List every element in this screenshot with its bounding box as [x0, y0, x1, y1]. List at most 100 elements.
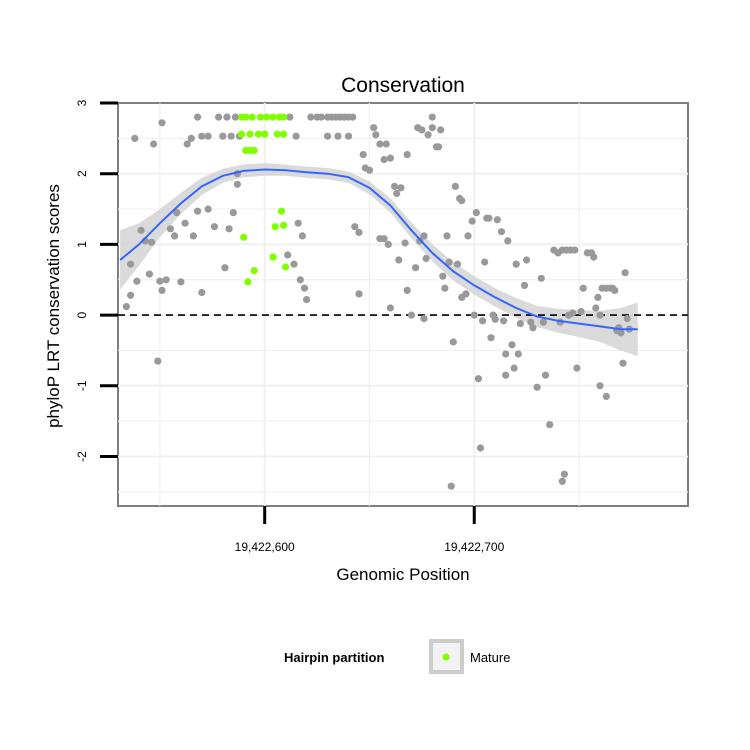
mature-point — [254, 130, 262, 138]
other-point — [619, 359, 627, 367]
other-point — [158, 119, 166, 127]
other-point — [133, 277, 141, 285]
other-point — [344, 132, 353, 140]
mature-point — [282, 263, 290, 271]
x-axis-title: Genomic Position — [336, 565, 469, 584]
other-point — [223, 113, 231, 121]
other-point — [233, 180, 241, 188]
other-point — [481, 258, 489, 266]
mature-point — [280, 113, 288, 121]
other-point — [393, 189, 401, 198]
other-point — [370, 124, 378, 132]
legend-label-mature: Mature — [470, 650, 510, 665]
other-point — [514, 350, 522, 358]
other-point — [173, 209, 181, 217]
other-point — [590, 253, 598, 261]
other-point — [527, 318, 535, 326]
other-point — [189, 232, 197, 240]
mature-point — [238, 130, 246, 138]
other-point — [435, 143, 443, 151]
other-point — [317, 113, 325, 121]
other-point — [210, 223, 218, 231]
other-point — [225, 225, 233, 233]
other-point — [558, 477, 566, 485]
other-point — [464, 232, 472, 240]
legend: Hairpin partition Mature — [284, 639, 510, 674]
other-point — [183, 140, 191, 148]
other-point — [131, 134, 139, 142]
y-tick-label: 1 — [75, 241, 89, 248]
mature-point — [242, 113, 250, 121]
mature-point — [269, 253, 277, 261]
other-point — [198, 132, 206, 140]
other-point — [166, 225, 174, 233]
other-point — [294, 219, 302, 227]
other-point — [497, 228, 506, 236]
other-point — [162, 276, 170, 284]
other-point — [349, 113, 357, 121]
other-point — [231, 113, 239, 121]
other-point — [502, 371, 510, 379]
other-point — [298, 232, 306, 240]
other-point — [437, 126, 445, 134]
legend-key-mature — [442, 653, 450, 661]
other-point — [472, 209, 480, 217]
other-point — [376, 140, 384, 148]
other-point — [447, 482, 455, 490]
other-point — [407, 311, 415, 319]
other-point — [422, 254, 430, 263]
other-point — [479, 317, 487, 325]
other-point — [127, 291, 135, 299]
other-point — [611, 286, 619, 294]
mature-point — [248, 113, 256, 121]
other-point — [571, 246, 579, 254]
other-point — [443, 232, 451, 240]
other-point — [137, 226, 145, 234]
axes: -2 -1 0 1 2 3 19,422,600 19,422,700 — [75, 99, 505, 554]
other-point — [476, 444, 485, 452]
other-point — [355, 228, 363, 236]
mature-point — [250, 146, 258, 154]
mature-point — [271, 223, 279, 231]
other-point — [621, 269, 629, 277]
confidence-band-area — [120, 163, 638, 357]
mature-point — [277, 207, 286, 215]
other-point — [290, 260, 298, 268]
x-tick-label: 19,422,700 — [444, 540, 504, 554]
other-point — [391, 182, 399, 190]
other-point — [296, 276, 304, 284]
data-points — [122, 113, 633, 490]
other-point — [541, 371, 550, 379]
other-point — [359, 151, 367, 159]
other-point — [147, 238, 156, 246]
other-point — [623, 315, 631, 323]
other-point — [227, 132, 235, 140]
mature-point — [269, 113, 277, 121]
other-point — [401, 239, 409, 247]
other-point — [539, 318, 548, 326]
other-point — [520, 281, 529, 289]
other-point — [194, 113, 202, 121]
other-point — [529, 324, 537, 332]
legend-title: Hairpin partition — [284, 650, 384, 665]
other-point — [418, 126, 426, 134]
other-point — [470, 311, 478, 319]
y-tick-label: 0 — [75, 311, 89, 318]
other-point — [445, 258, 453, 266]
other-point — [403, 151, 411, 159]
other-point — [516, 320, 525, 328]
other-point — [474, 375, 482, 383]
other-point — [468, 217, 476, 225]
other-point — [145, 270, 153, 278]
other-point — [324, 132, 332, 140]
other-point — [420, 315, 428, 323]
other-point — [386, 304, 394, 312]
other-point — [198, 288, 206, 297]
other-point — [215, 113, 223, 121]
other-point — [617, 329, 625, 337]
other-point — [154, 357, 162, 365]
confidence-band — [120, 163, 638, 357]
other-point — [428, 124, 436, 132]
mature-point — [273, 130, 281, 138]
other-point — [122, 303, 130, 311]
